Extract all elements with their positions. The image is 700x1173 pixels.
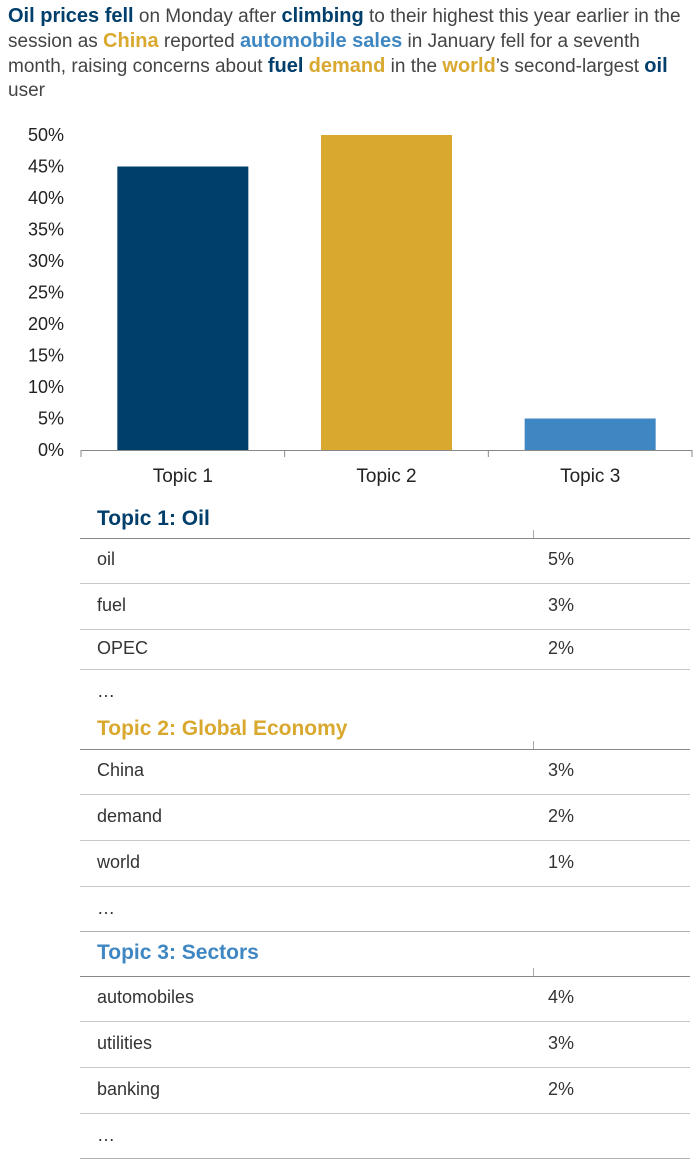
term-label: demand	[97, 806, 163, 826]
headline-keyword: demand	[308, 55, 386, 77]
term-label: …	[97, 898, 115, 918]
table-row: …	[80, 1114, 690, 1159]
table-row: banking 2%	[80, 1068, 690, 1114]
y-tick-label: 0%	[38, 440, 64, 460]
column-tick	[533, 968, 534, 976]
table-row: automobiles 4%	[80, 976, 690, 1022]
headline-keyword: world	[442, 55, 496, 77]
term-label: …	[97, 681, 115, 701]
y-tick-label: 50%	[28, 125, 64, 145]
y-tick-label: 25%	[28, 283, 64, 303]
term-weight: 3%	[548, 595, 575, 615]
bar	[117, 166, 249, 450]
y-tick-label: 30%	[28, 251, 64, 271]
table-row: demand 2%	[80, 795, 690, 841]
table-row: oil 5%	[80, 538, 690, 584]
y-tick-label: 10%	[28, 377, 64, 397]
bar	[321, 135, 452, 450]
term-weight: 4%	[548, 987, 575, 1007]
x-tick-label: Topic 3	[560, 466, 620, 487]
term-label: China	[97, 760, 145, 780]
term-label: oil	[97, 549, 116, 569]
headline-keyword: oil	[644, 55, 668, 77]
term-weight: 3%	[548, 1033, 575, 1053]
y-tick-label: 20%	[28, 314, 64, 334]
topic-title: Topic 1: Oil	[97, 507, 210, 530]
headline-fragment: on Monday after	[133, 6, 282, 27]
column-tick	[533, 530, 534, 538]
topic-table-oil: Topic 1: Oil oil 5% fuel 3% OPEC 2% …	[80, 500, 690, 710]
term-weight: 2%	[548, 1079, 575, 1099]
table-header-rule	[80, 976, 690, 977]
headline-text: Oil prices fell on Monday after climbing…	[8, 4, 698, 103]
headline-keyword: climbing	[281, 5, 364, 27]
term-weight: 2%	[548, 638, 575, 658]
x-tick-label: Topic 2	[356, 466, 416, 487]
term-weight: 3%	[548, 760, 575, 780]
table-row: China 3%	[80, 749, 690, 795]
headline-keyword: automobile sales	[239, 30, 403, 52]
topic-title: Topic 3: Sectors	[97, 941, 259, 964]
topic-title: Topic 2: Global Economy	[97, 717, 348, 740]
headline-keyword: China	[103, 30, 159, 52]
term-label: fuel	[97, 595, 127, 615]
y-tick-label: 40%	[28, 188, 64, 208]
y-tick-label: 35%	[28, 220, 64, 240]
table-row: utilities 3%	[80, 1022, 690, 1068]
x-tick-label: Topic 1	[153, 466, 213, 487]
term-weight: 1%	[548, 852, 575, 872]
table-row: …	[80, 887, 690, 932]
headline-fragment: to their highest this year earlier in th…	[8, 6, 681, 52]
table-row: …	[80, 670, 690, 710]
term-label: world	[97, 852, 141, 872]
headline-keyword: Oil prices fell	[8, 5, 134, 27]
table-header-rule	[80, 749, 690, 750]
term-label: OPEC	[97, 638, 149, 658]
term-weight: 5%	[548, 549, 575, 569]
table-row: fuel 3%	[80, 584, 690, 630]
headline-fragment: in January fell for a seventh month, rai…	[8, 31, 640, 77]
table-row: OPEC 2%	[80, 627, 690, 670]
y-tick-label: 45%	[28, 157, 64, 177]
column-tick	[533, 741, 534, 749]
headline-fragment: user	[8, 80, 45, 101]
table-header-rule	[80, 538, 690, 539]
headline-fragment: reported	[158, 31, 240, 52]
term-weight: 2%	[548, 806, 575, 826]
term-label: banking	[97, 1079, 161, 1099]
bar	[524, 418, 656, 450]
term-label: automobiles	[97, 987, 195, 1007]
table-row: world 1%	[80, 841, 690, 887]
y-tick-label: 15%	[28, 346, 64, 366]
headline-fragment: in the	[385, 56, 443, 77]
headline-keyword: fuel	[267, 55, 304, 77]
term-label: …	[97, 1125, 115, 1145]
headline-fragment: ’s second-largest	[495, 56, 645, 77]
term-label: utilities	[97, 1033, 153, 1053]
topic-table-global-economy: Topic 2: Global Economy China 3% demand …	[80, 712, 690, 932]
topic-bar-chart: 0% 5% 10% 15% 20% 25% 30% 35% 40% 45% 50% Topic 1 To…	[28, 125, 693, 487]
topic-table-sectors: Topic 3: Sectors automobiles 4% utilitie…	[80, 936, 690, 1164]
y-tick-label: 5%	[38, 409, 64, 429]
